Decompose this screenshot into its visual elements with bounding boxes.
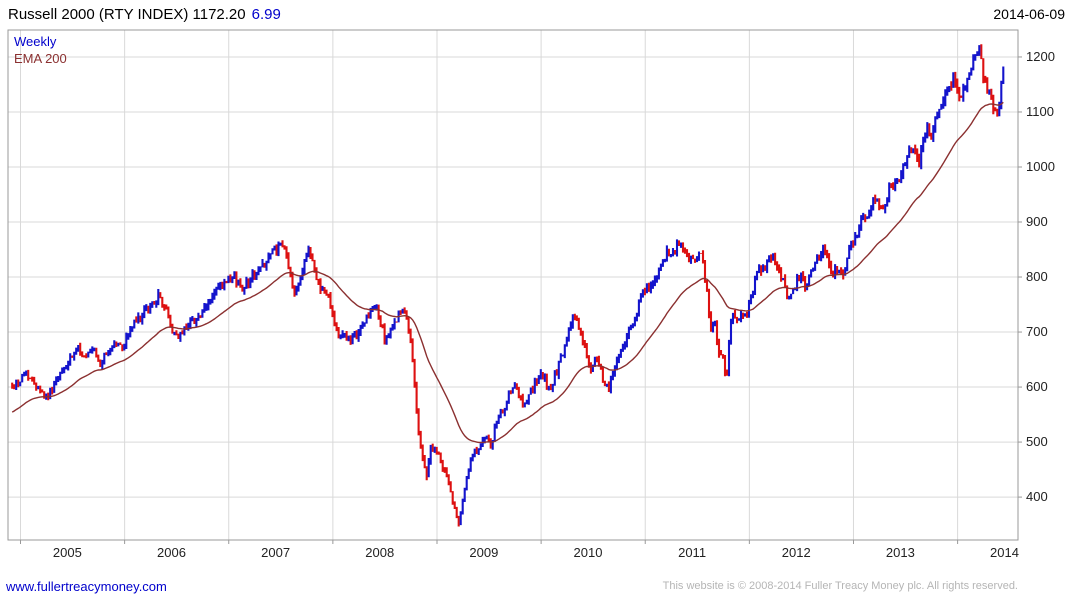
svg-text:2014: 2014	[990, 545, 1019, 560]
price-change: 6.99	[251, 6, 281, 23]
chart-date: 2014-06-09	[993, 6, 1065, 22]
svg-text:800: 800	[1026, 269, 1048, 284]
svg-text:2010: 2010	[574, 545, 603, 560]
svg-text:2006: 2006	[157, 545, 186, 560]
chart-title: Russell 2000 (RTY INDEX) 1172.20 6.99	[8, 6, 281, 23]
legend-timeframe: Weekly	[14, 34, 57, 49]
svg-text:2005: 2005	[53, 545, 82, 560]
copyright-text: This website is © 2008-2014 Fuller Treac…	[662, 580, 1018, 592]
svg-text:400: 400	[1026, 489, 1048, 504]
svg-text:2008: 2008	[365, 545, 394, 560]
svg-text:2009: 2009	[469, 545, 498, 560]
chart-legend: Weekly EMA 200	[14, 33, 67, 67]
svg-text:1200: 1200	[1026, 49, 1055, 64]
svg-text:2007: 2007	[261, 545, 290, 560]
svg-text:500: 500	[1026, 434, 1048, 449]
svg-text:600: 600	[1026, 379, 1048, 394]
svg-text:2013: 2013	[886, 545, 915, 560]
svg-text:2012: 2012	[782, 545, 811, 560]
instrument-and-price: Russell 2000 (RTY INDEX) 1172.20	[8, 6, 246, 23]
website-link[interactable]: www.fullertreacymoney.com	[6, 579, 167, 594]
legend-ema: EMA 200	[14, 51, 67, 66]
svg-text:1000: 1000	[1026, 159, 1055, 174]
svg-text:1100: 1100	[1026, 104, 1054, 119]
svg-text:900: 900	[1026, 214, 1048, 229]
svg-text:700: 700	[1026, 324, 1048, 339]
svg-text:2011: 2011	[678, 545, 706, 560]
